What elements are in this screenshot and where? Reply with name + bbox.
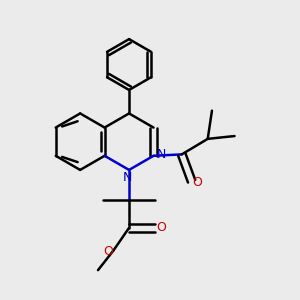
Text: O: O (103, 245, 113, 258)
Text: O: O (193, 176, 202, 189)
Text: O: O (157, 221, 166, 234)
Text: N: N (123, 171, 132, 184)
Text: N: N (156, 148, 166, 161)
